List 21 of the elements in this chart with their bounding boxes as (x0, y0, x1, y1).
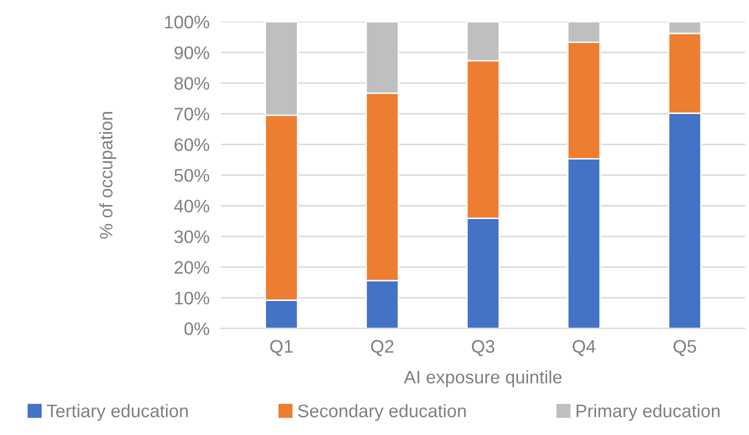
y-tick-label: 60% (174, 138, 210, 152)
y-tick-label: 20% (174, 261, 210, 274)
y-tick-label: 80% (174, 77, 210, 90)
x-tick-label: Q1 (270, 340, 293, 356)
y-tick-label: 50% (174, 169, 210, 182)
x-tick-label: Q2 (371, 340, 394, 356)
y-tick-label: 100% (165, 16, 210, 28)
y-tick-label: 30% (174, 230, 210, 244)
x-axis-title: AI exposure quintile (404, 370, 562, 388)
y-tick-label: 10% (175, 292, 210, 304)
y-axis-title: % of occupation (99, 112, 116, 239)
legend-label: Primary education (576, 404, 720, 421)
y-tick-label: 40% (174, 200, 210, 212)
legend-label: Tertiary education (46, 404, 188, 421)
legend-label: Secondary education (298, 404, 466, 421)
x-tick-label: Q3 (472, 340, 494, 356)
x-tick-label: Q5 (674, 340, 696, 356)
y-tick-label: 70% (174, 108, 210, 120)
x-tick-label: Q4 (572, 340, 596, 356)
y-tick-label: 0% (184, 322, 210, 336)
y-tick-label: 90% (174, 46, 210, 60)
